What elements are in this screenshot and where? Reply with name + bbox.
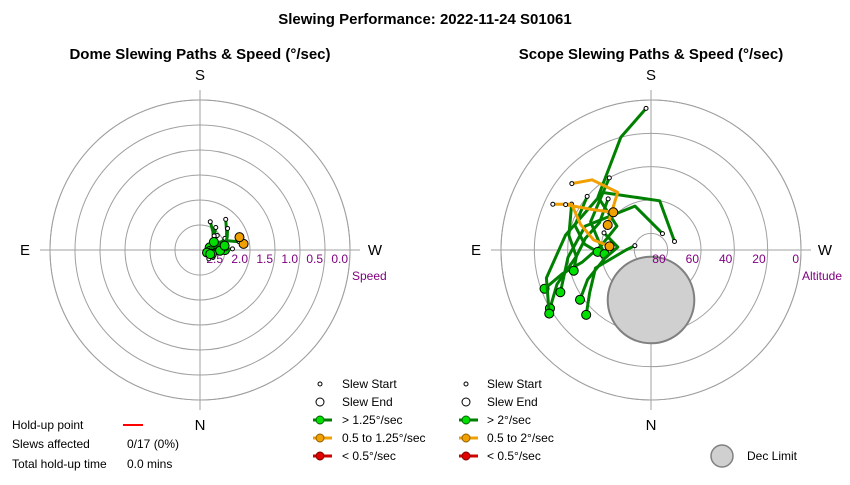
- scope-slew-start-point: [602, 231, 606, 235]
- scope-slew-start-point: [606, 197, 610, 201]
- dec-limit-legend-marker: [711, 445, 733, 467]
- scope-slew-end-point: [576, 295, 585, 304]
- dome-legend-slew-end: Slew End: [342, 395, 393, 409]
- scope-slew-start-point: [564, 203, 568, 207]
- scope-tick-label: 40: [719, 252, 733, 266]
- dome-tick-label: 0.0: [331, 252, 348, 266]
- scope-slew-start-point: [660, 232, 664, 236]
- scope-polar-grid: [491, 90, 811, 410]
- scope-slew-end-point: [569, 266, 578, 275]
- scope-tick-label: 20: [752, 252, 766, 266]
- scope-legend-dec-limit: Dec Limit: [747, 449, 798, 463]
- figure-title: Slewing Performance: 2022-11-24 S01061: [278, 11, 572, 28]
- dome-radial-label: Speed: [352, 269, 387, 283]
- dome-legend-slow: < 0.5°/sec: [342, 449, 396, 463]
- slews-affected-label: Slews affected: [12, 437, 90, 451]
- dome-slew-start-point: [224, 217, 228, 221]
- dome-direction-w: W: [368, 242, 383, 259]
- dome-direction-s: S: [195, 67, 205, 84]
- scope-chart-title: Scope Slewing Paths & Speed (°/sec): [519, 46, 783, 63]
- medium-marker: [462, 434, 470, 442]
- total-holdup-label: Total hold-up time: [12, 457, 107, 471]
- slow-marker: [462, 452, 470, 460]
- slew-start-marker: [464, 382, 468, 386]
- dome-direction-n: N: [195, 417, 206, 434]
- scope-legend-slew-end: Slew End: [487, 395, 538, 409]
- slow-marker: [316, 452, 324, 460]
- dome-slew-start-point: [208, 220, 212, 224]
- slew-end-marker: [316, 398, 324, 406]
- fast-marker: [462, 416, 470, 424]
- scope-legend-slew-start: Slew Start: [487, 377, 542, 391]
- slew-start-marker: [318, 382, 322, 386]
- slews-affected-value: 0/17 (0%): [127, 437, 179, 451]
- dome-slew-start-point: [226, 226, 230, 230]
- dome-slew-end-point: [209, 238, 218, 247]
- scope-slew-end-point: [605, 242, 614, 251]
- dome-polar-grid: [40, 90, 360, 410]
- scope-slew-start-point: [672, 239, 676, 243]
- scope-slew-start-point: [644, 106, 648, 110]
- dome-tick-label: 0.5: [306, 252, 323, 266]
- scope-slew-end-point: [582, 310, 591, 319]
- scope-tick-label: 0: [792, 252, 799, 266]
- medium-marker: [316, 434, 324, 442]
- dome-slew-end-point: [235, 233, 244, 242]
- scope-slew-start-point: [607, 176, 611, 180]
- dome-slew-start-point: [214, 225, 218, 229]
- scope-slew-end-point: [556, 288, 565, 297]
- dome-tick-label: 2.0: [231, 252, 248, 266]
- scope-slew-end-point: [603, 221, 612, 230]
- scope-slew-start-point: [585, 194, 589, 198]
- scope-slew-start-point: [633, 244, 637, 248]
- scope-tick-label: 60: [686, 252, 700, 266]
- scope-direction-e: E: [471, 242, 481, 259]
- total-holdup-value: 0.0 mins: [127, 457, 172, 471]
- slew-end-marker: [462, 398, 470, 406]
- dome-legend: Slew Start Slew End > 1.25°/sec 0.5 to 1…: [313, 377, 426, 463]
- holdup-point-label: Hold-up point: [12, 418, 84, 432]
- scope-tick-label: 80: [652, 252, 666, 266]
- dome-legend-fast: > 1.25°/sec: [342, 413, 403, 427]
- scope-slew-end-point: [545, 309, 554, 318]
- dome-slew-end-point: [206, 250, 215, 259]
- dome-slew-end-point: [220, 241, 229, 250]
- scope-direction-w: W: [818, 242, 833, 259]
- scope-legend: Slew Start Slew End > 2°/sec 0.5 to 2°/s…: [459, 377, 798, 467]
- scope-legend-fast: > 2°/sec: [487, 413, 531, 427]
- scope-radial-label: Altitude: [802, 269, 842, 283]
- scope-direction-s: S: [646, 67, 656, 84]
- dome-tick-label: 1.0: [281, 252, 298, 266]
- dec-limit-circle: [608, 257, 695, 344]
- dome-direction-e: E: [20, 242, 30, 259]
- scope-legend-medium: 0.5 to 2°/sec: [487, 431, 554, 445]
- dome-legend-slew-start: Slew Start: [342, 377, 397, 391]
- dome-chart-title: Dome Slewing Paths & Speed (°/sec): [69, 46, 330, 63]
- scope-slew-start-point: [570, 182, 574, 186]
- scope-direction-n: N: [646, 417, 657, 434]
- fast-marker: [316, 416, 324, 424]
- dome-legend-medium: 0.5 to 1.25°/sec: [342, 431, 426, 445]
- scope-legend-slow: < 0.5°/sec: [487, 449, 541, 463]
- holdup-stats: Hold-up point Slews affected 0/17 (0%) T…: [12, 418, 179, 471]
- dome-tick-label: 1.5: [256, 252, 273, 266]
- scope-slew-end-point: [609, 208, 618, 217]
- dome-slew-start-point: [230, 247, 234, 251]
- scope-slew-start-point: [551, 202, 555, 206]
